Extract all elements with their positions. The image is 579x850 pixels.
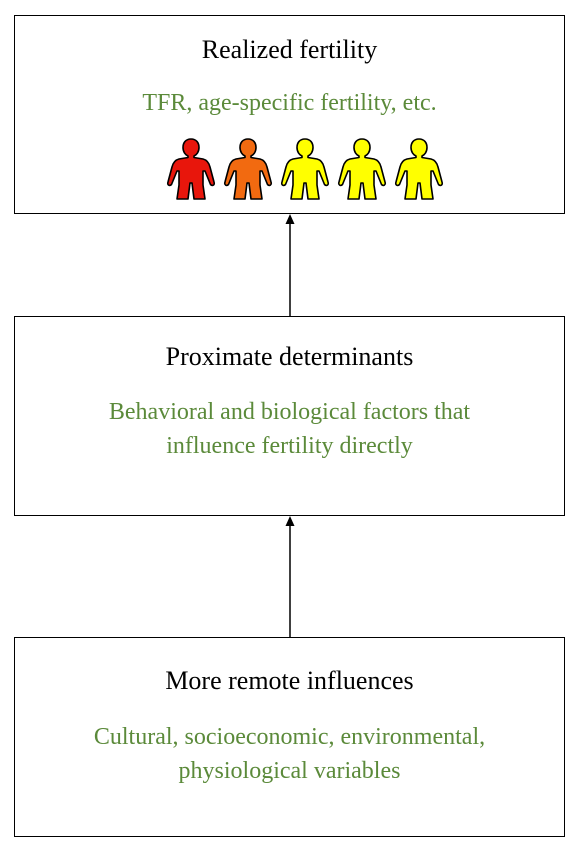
person-figure-icon [337, 138, 387, 200]
proximate-determinants-description-line-1: Behavioral and biological factors that [108, 399, 471, 425]
person-figure-icon [223, 138, 273, 200]
realized-fertility-box: Realized fertility TFR, age-specific fer… [14, 15, 565, 214]
remote-influences-description: Cultural, socioeconomic, environmental, … [15, 720, 564, 788]
remote-influences-title: More remote influences [165, 666, 414, 695]
realized-fertility-description-line-1: TFR, age-specific fertility, etc. [142, 90, 437, 116]
remote-influences-box: More remote influences Cultural, socioec… [14, 637, 565, 837]
person-figure-icon [280, 138, 330, 200]
arrow-up-icon [285, 214, 295, 316]
arrow-up-icon [285, 516, 295, 637]
remote-influences-description-line-2: physiological variables [178, 758, 401, 784]
person-figure-icon [394, 138, 444, 200]
people-figures [166, 138, 444, 200]
proximate-determinants-description: Behavioral and biological factors that i… [15, 395, 564, 463]
proximate-determinants-title: Proximate determinants [165, 342, 414, 371]
proximate-determinants-description-line-2: influence fertility directly [166, 433, 413, 459]
person-figure-icon [166, 138, 216, 200]
remote-influences-description-line-1: Cultural, socioeconomic, environmental, [93, 724, 486, 750]
proximate-determinants-box: Proximate determinants Behavioral and bi… [14, 316, 565, 516]
realized-fertility-title: Realized fertility [201, 35, 378, 64]
realized-fertility-description: TFR, age-specific fertility, etc. [15, 86, 564, 120]
